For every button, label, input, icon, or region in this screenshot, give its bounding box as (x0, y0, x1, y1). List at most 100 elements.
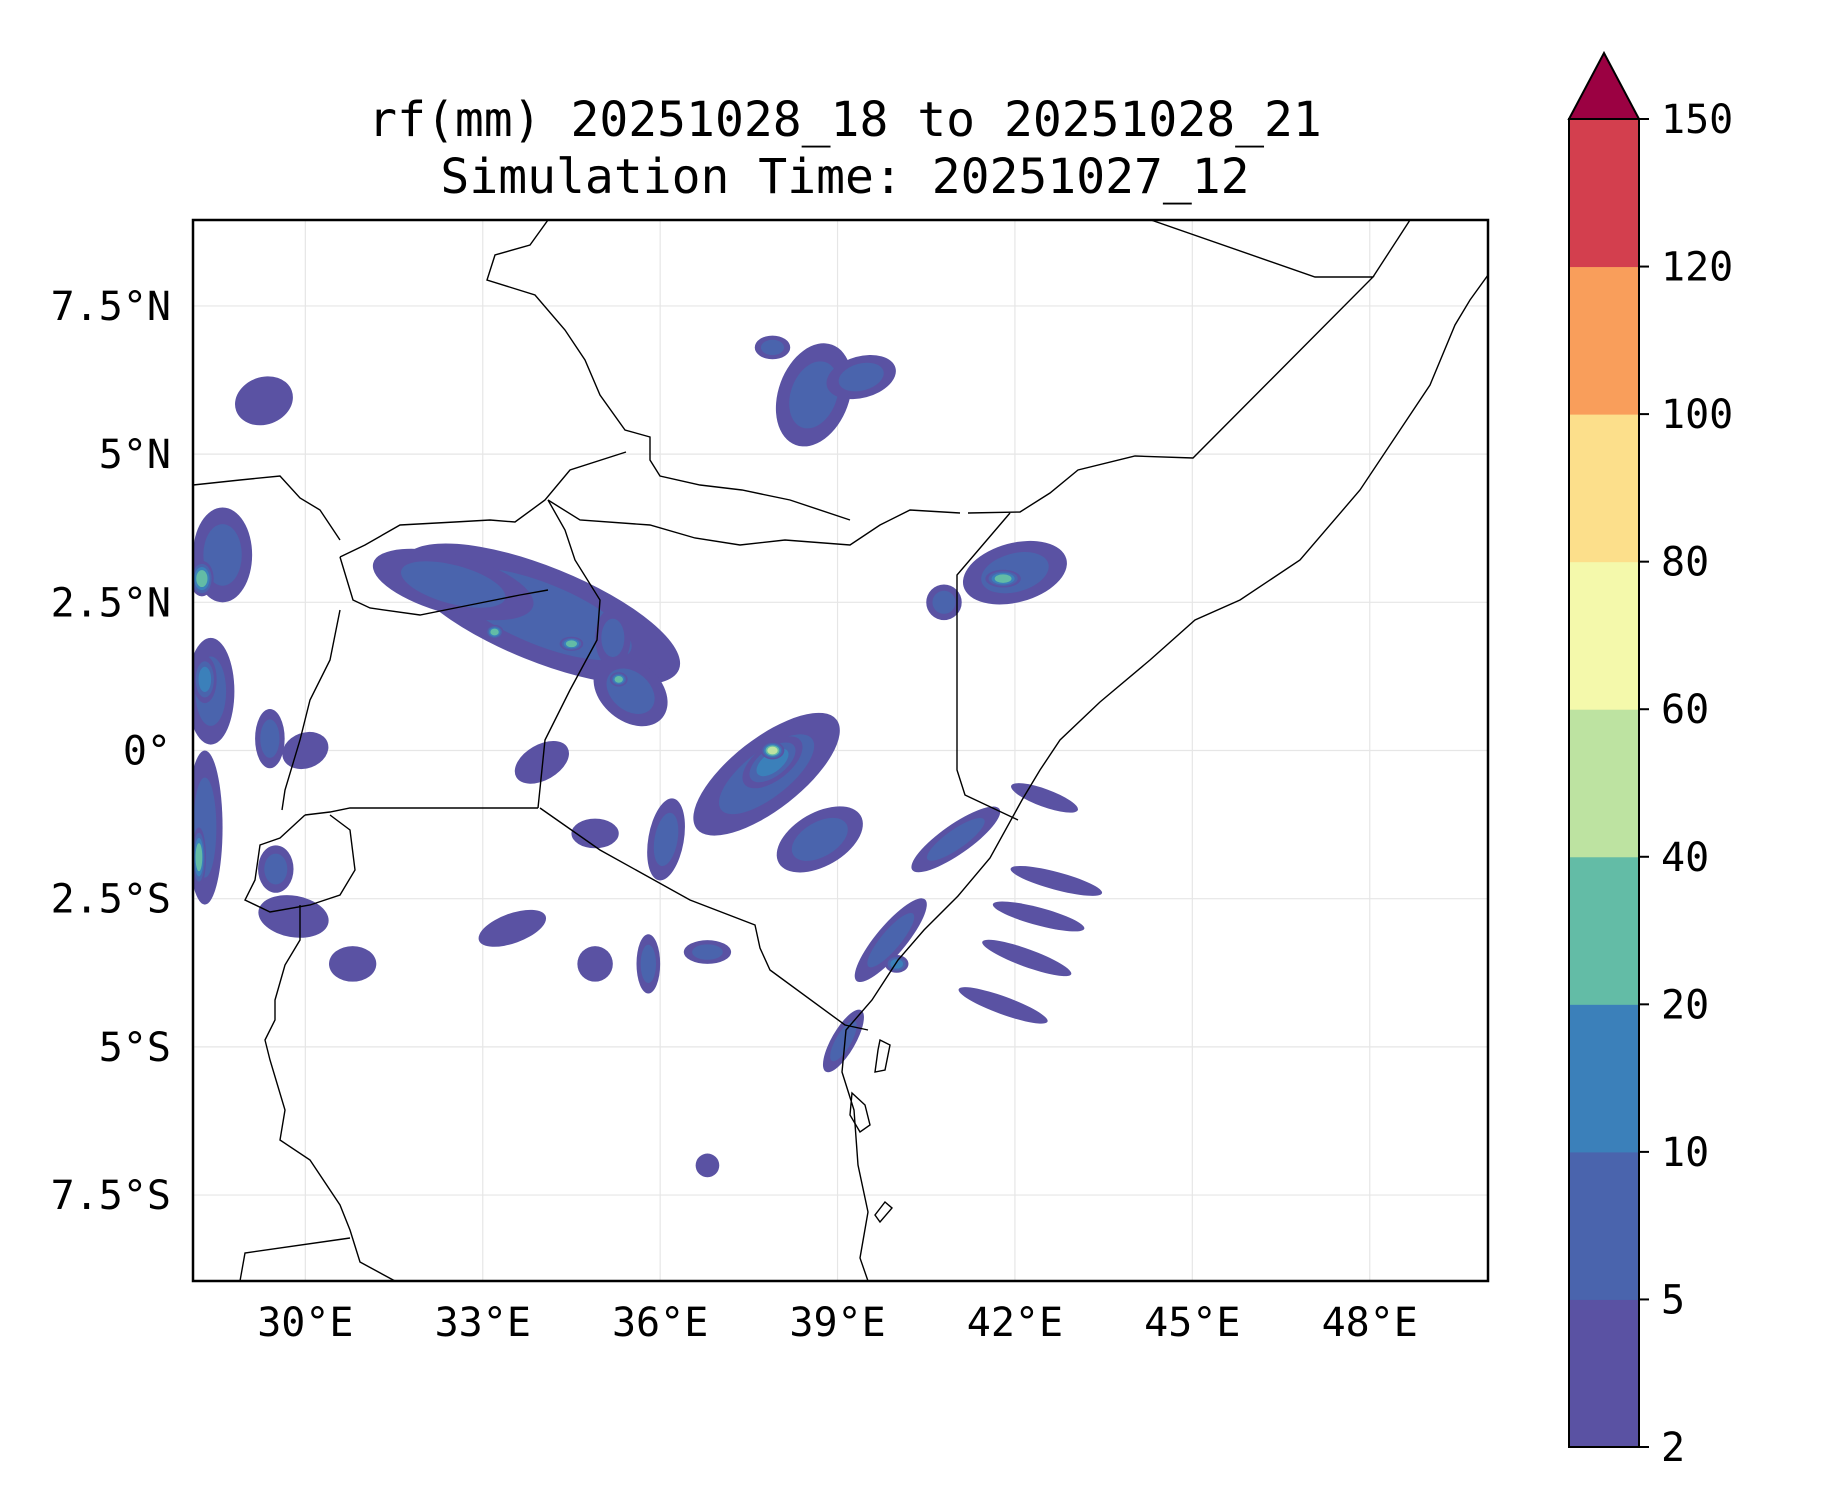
border-zambia-tanzania (239, 1237, 351, 1281)
colorbar-segment (1569, 1299, 1639, 1448)
colorbar-segment (1569, 1004, 1639, 1153)
colorbar-label: 20 (1661, 982, 1709, 1028)
chart-subtitle: Simulation Time: 20251027_12 (440, 149, 1249, 205)
rain-cell-level-0 (695, 1153, 720, 1178)
colorbar-segment (1569, 414, 1639, 563)
rain-cell-level-3 (195, 843, 203, 872)
colorbar-segment (1569, 119, 1639, 268)
rain-cell-level-1 (692, 944, 723, 960)
border-southsudan-ethiopia (339, 451, 627, 558)
border-kenya-somalia (956, 512, 1019, 821)
rain-cell-level-0 (992, 901, 1085, 932)
chart-title: rf(mm) 20251028_18 to 20251028_21 (368, 92, 1322, 148)
rain-cell-level-1 (601, 618, 625, 658)
colorbar-label: 10 (1661, 1130, 1709, 1176)
y-tick-label: 0° (123, 729, 171, 775)
colorbar-label: 5 (1661, 1277, 1685, 1323)
rain-cell-level-1 (264, 853, 288, 885)
rain-cell-level-0 (478, 909, 547, 947)
rain-cell-level-0 (958, 987, 1048, 1024)
map-frame (191, 218, 1490, 1283)
rain-cell-level-3 (994, 574, 1012, 583)
colorbar-segment (1569, 1151, 1639, 1300)
rain-cell-level-2 (890, 959, 903, 969)
x-tick-label: 36°E (612, 1300, 708, 1346)
rain-cell-level-1 (653, 812, 679, 867)
border-burundi-tanzania (264, 905, 396, 1281)
island-zanzibar (849, 1091, 871, 1134)
colorbar-label: 2 (1661, 1425, 1685, 1471)
rain-cell-level-2 (198, 666, 212, 693)
border-uganda-drc (281, 609, 341, 811)
x-tick-label: 42°E (967, 1300, 1063, 1346)
rain-cell-level-0 (235, 376, 293, 426)
rain-cell-level-0 (329, 946, 377, 982)
y-axis-ticks: 7.5°N 5°N 2.5°N 0° 2.5°S 5°S 7.5°S (51, 284, 171, 1219)
colorbar-frame (1568, 118, 1640, 1448)
rain-cell-level-3 (490, 628, 499, 636)
border-rwanda (244, 814, 356, 913)
x-tick-label: 33°E (435, 1300, 531, 1346)
border-uganda-tanzania (304, 807, 538, 816)
rain-cell-level-1 (640, 944, 657, 984)
rain-cell-level-1 (760, 339, 785, 356)
colorbar: 2 5 10 20 40 60 80 100 120 150 (1567, 50, 1733, 1471)
colorbar-label: 100 (1661, 392, 1733, 438)
colorbar-label: 150 (1661, 97, 1733, 143)
rain-cell-level-4 (767, 746, 778, 755)
rain-cell-level-3 (614, 675, 623, 683)
island-pemba (874, 1038, 891, 1073)
border-uganda-southsudan (339, 556, 549, 616)
rain-cell-level-3 (196, 570, 208, 588)
colorbar-segment (1569, 856, 1639, 1005)
y-tick-label: 5°S (99, 1025, 171, 1071)
rain-cell-level-1 (867, 912, 915, 968)
border-drc-southsudan (193, 475, 341, 541)
rain-cell-level-0 (514, 741, 569, 784)
colorbar-segment (1569, 561, 1639, 710)
colorbar-label: 40 (1661, 835, 1709, 881)
x-tick-label: 48°E (1322, 1300, 1418, 1346)
border-ethiopia-sudan (486, 220, 851, 521)
country-borders (193, 220, 1488, 1281)
map-area (191, 218, 1490, 1283)
rain-cell-level-3 (565, 640, 578, 648)
y-tick-label: 7.5°N (51, 284, 171, 330)
x-tick-label: 45°E (1144, 1300, 1240, 1346)
rain-cell-level-0 (577, 946, 613, 982)
y-tick-label: 2.5°N (51, 580, 171, 626)
rain-cell-level-0 (1010, 865, 1103, 896)
rain-cell-level-1 (260, 719, 280, 758)
coast-gulf (1372, 220, 1411, 278)
colorbar-label: 60 (1661, 687, 1709, 733)
rain-cell-level-1 (789, 361, 839, 429)
island-mafia (874, 1200, 893, 1224)
coastline (841, 274, 1488, 1281)
y-tick-label: 7.5°S (51, 1173, 171, 1219)
border-ethiopia-somalia (967, 220, 1375, 514)
border-kenya-tanzania (539, 807, 869, 1031)
gridlines (193, 220, 1488, 1281)
rain-cell-level-1 (791, 817, 848, 861)
rain-cell-level-1 (932, 590, 956, 614)
border-kenya-ethiopia (547, 499, 961, 546)
x-tick-label: 30°E (257, 1300, 353, 1346)
rain-cell-level-1 (400, 561, 506, 608)
colorbar-segment (1569, 709, 1639, 858)
rain-cell-level-1 (838, 362, 884, 392)
rainfall-layer (193, 335, 1103, 1178)
rain-cell-level-1 (203, 524, 242, 586)
colorbar-label: 120 (1661, 245, 1733, 291)
rain-cell-level-1 (830, 1020, 857, 1062)
rain-cell-level-0 (258, 895, 329, 938)
rain-cell-level-0 (571, 818, 619, 849)
colorbar-segment (1569, 266, 1639, 415)
x-tick-label: 39°E (789, 1300, 885, 1346)
colorbar-extend-arrow (1567, 50, 1641, 120)
y-tick-label: 5°N (99, 432, 171, 478)
rain-cell-level-0 (982, 939, 1072, 977)
border-kenya-uganda (537, 499, 601, 809)
x-axis-ticks: 30°E 33°E 36°E 39°E 42°E 45°E 48°E (257, 1300, 1418, 1346)
y-tick-label: 2.5°S (51, 877, 171, 923)
